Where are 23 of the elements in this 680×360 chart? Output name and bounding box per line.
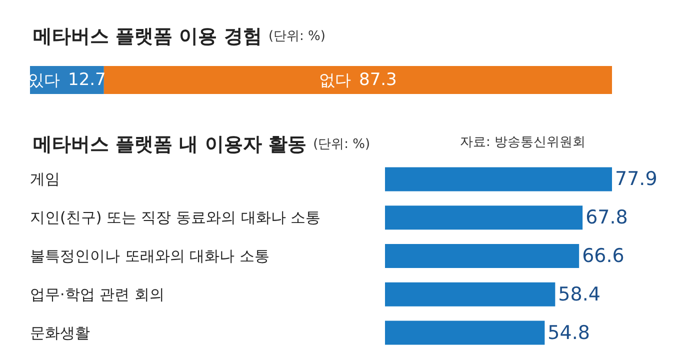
chart-title: 메타버스 플랫폼 이용 경험 bbox=[33, 26, 268, 48]
chart-subtitle: (단위: %) bbox=[268, 29, 326, 44]
y-tick-label: 게임 bbox=[30, 170, 60, 188]
y-tick-label: 업무·학업 관련 회의 bbox=[30, 285, 164, 304]
chart-subtitle: (단위: %) bbox=[313, 137, 370, 152]
data-label: 87.3 bbox=[359, 70, 397, 90]
bar bbox=[385, 244, 580, 268]
bar bbox=[385, 167, 612, 192]
series-label: 있다 bbox=[28, 70, 60, 90]
text: 자료: 방송통신위원회 bbox=[460, 135, 586, 150]
bar bbox=[385, 206, 583, 230]
text: 메타버스 플랫폼 내 이용자 활동 bbox=[33, 134, 314, 156]
y-tick-label: 문화생활 bbox=[30, 324, 90, 342]
data-label: 66.6 bbox=[582, 245, 624, 267]
bar bbox=[385, 320, 545, 345]
series-label: 없다 bbox=[319, 70, 352, 90]
data-label: 54.8 bbox=[548, 322, 590, 344]
y-tick-label: 불특정인이나 또래와의 대화나 소통 bbox=[30, 247, 270, 265]
data-label: 58.4 bbox=[558, 283, 600, 306]
data-label: 67.8 bbox=[586, 206, 628, 229]
y-tick-label: 지인(친구) 또는 직장 동료와의 대화나 소통 bbox=[30, 208, 321, 227]
data-label: 77.9 bbox=[615, 168, 658, 190]
bar bbox=[385, 282, 556, 306]
